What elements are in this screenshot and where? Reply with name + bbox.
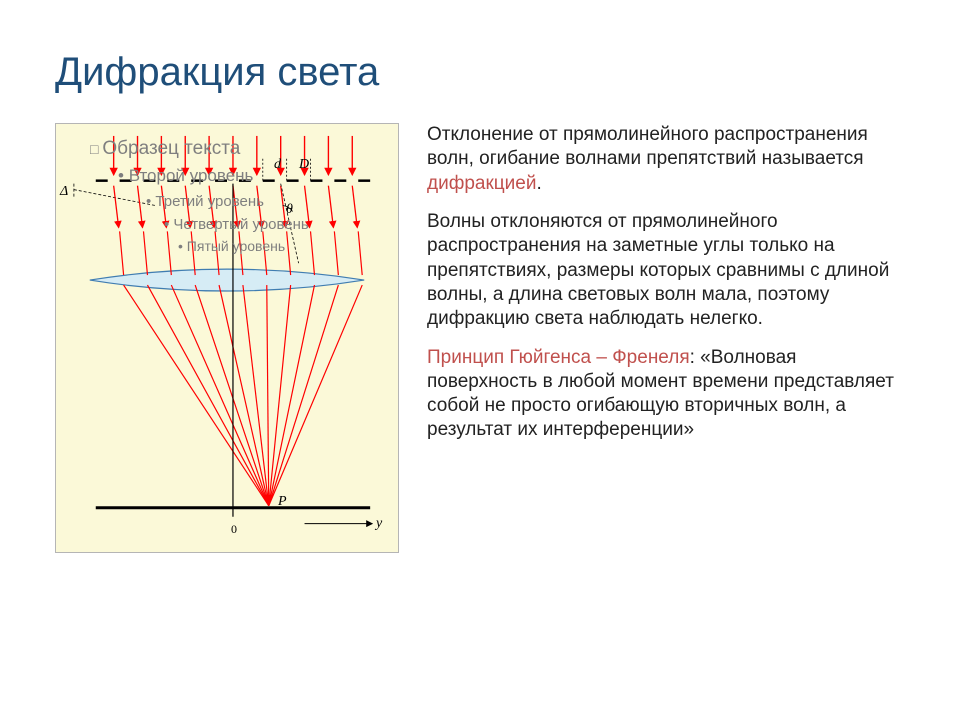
paragraph-1: Отклонение от прямолинейного распростран… [427, 123, 905, 196]
label-y: y [376, 516, 382, 532]
p1-a: Отклонение от прямолинейного распростран… [427, 124, 868, 169]
p3-accent: Принцип Гюйгенса – Френеля [427, 347, 690, 368]
label-zero: 0 [231, 522, 237, 537]
content-row: Образец текста Второй уровень Третий уро… [55, 123, 905, 553]
theta-line [281, 184, 299, 264]
paragraph-2: Волны отклоняются от прямолинейного расп… [427, 210, 905, 332]
diffraction-figure: Образец текста Второй уровень Третий уро… [55, 123, 399, 553]
label-P: P [278, 494, 287, 510]
p1-accent: дифракцией [427, 173, 536, 194]
label-delta: Δ [60, 184, 68, 200]
text-column: Отклонение от прямолинейного распростран… [427, 123, 905, 457]
paragraph-3: Принцип Гюйгенса – Френеля: «Волновая по… [427, 346, 905, 443]
slide-title: Дифракция света [55, 50, 905, 95]
secondary-rays [114, 186, 358, 228]
label-theta: θ [286, 202, 293, 218]
slide: Дифракция света Образец текста Второй ур… [0, 0, 960, 573]
p1-b: . [536, 173, 541, 194]
incident-rays [114, 136, 353, 175]
label-D-upper: D [299, 157, 309, 173]
lens [90, 269, 364, 291]
label-d: d [274, 157, 281, 173]
figure-svg [56, 124, 398, 552]
